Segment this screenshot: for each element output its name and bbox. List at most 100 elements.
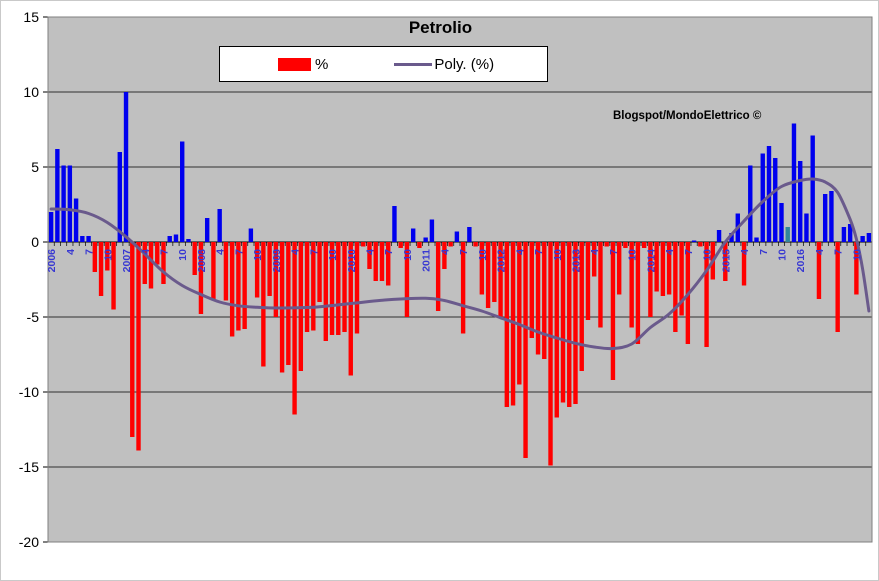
legend-item-percent: % [278, 56, 328, 73]
bar-2009-07 [311, 242, 316, 331]
chart-title: Petrolio [408, 18, 473, 37]
bar-2009-10 [329, 242, 335, 335]
bar-2013-10 [629, 242, 634, 328]
bar-2012-12 [567, 242, 572, 407]
x-tick-label: 2015 [720, 249, 732, 273]
bar-2014-12 [716, 230, 722, 242]
legend: % Poly. (%) [219, 46, 548, 82]
bar-2009-11 [336, 242, 341, 335]
y-tick-label: -20 [19, 534, 39, 550]
bar-2014-04 [666, 242, 672, 295]
bar-2010-02 [354, 242, 360, 334]
bar-2016-03 [810, 135, 815, 242]
x-tick-label: 7 [383, 249, 395, 255]
bar-2014-01 [648, 242, 653, 317]
bar-2010-08 [392, 206, 397, 242]
bar-2014-02 [654, 242, 659, 292]
bar-2013-03 [585, 242, 591, 320]
x-tick-label: 4 [664, 249, 676, 255]
bar-2009-12 [342, 242, 347, 332]
bar-2014-03 [660, 242, 666, 296]
bar-2008-06 [229, 242, 235, 337]
bar-2011-11 [485, 242, 491, 308]
bar-2013-05 [598, 242, 603, 328]
bar-2011-12 [492, 242, 497, 302]
x-tick-label: 4 [739, 249, 751, 255]
bar-2007-06 [155, 242, 160, 265]
x-tick-label: 4 [589, 249, 601, 255]
bar-2014-10 [704, 242, 709, 347]
bar-2006-03 [61, 165, 66, 242]
bar-2016-04 [816, 242, 822, 299]
bar-2006-07 [86, 236, 91, 242]
x-tick-label: 7 [683, 249, 695, 255]
bar-2009-04 [292, 242, 297, 415]
x-tick-label: 4 [814, 249, 826, 255]
bar-2012-01 [498, 242, 503, 317]
bar-2007-10 [180, 141, 185, 242]
bar-2010-06 [379, 242, 385, 281]
bar-2011-09 [473, 242, 478, 247]
x-tick-label: 7 [308, 249, 320, 255]
bar-2007-07 [161, 242, 166, 284]
bar-2008-09 [248, 228, 254, 242]
x-tick-label: 10 [402, 249, 414, 261]
bar-2007-11 [186, 239, 191, 242]
x-tick-label: 10 [702, 249, 714, 261]
bar-2015-09 [773, 158, 778, 242]
bar-2013-11 [635, 242, 641, 344]
legend-bar-label: % [315, 55, 329, 73]
x-tick-label: 7 [233, 249, 245, 255]
bar-2012-07 [535, 242, 541, 355]
bar-2015-10 [779, 203, 784, 242]
x-tick-label: 2010 [346, 249, 358, 273]
x-tick-label: 2012 [496, 249, 508, 273]
bar-2015-05 [748, 165, 753, 242]
bar-2016-02 [804, 213, 809, 242]
bar-2010-12 [417, 242, 422, 248]
bar-2006-11 [111, 242, 116, 310]
bar-2008-07 [236, 242, 241, 331]
bar-2008-12 [267, 242, 272, 296]
bar-2010-09 [398, 242, 403, 248]
x-tick-label: 7 [458, 249, 470, 255]
bar-2008-11 [261, 242, 266, 367]
x-tick-label: 10 [552, 249, 564, 261]
bar-2011-07 [460, 242, 466, 334]
bar-2016-07 [835, 242, 840, 332]
bar-2009-08 [317, 242, 322, 302]
x-tick-label: 2008 [196, 249, 208, 273]
bar-2016-12 [866, 233, 872, 242]
x-tick-label: 4 [215, 249, 227, 255]
bar-2008-10 [254, 242, 260, 298]
x-tick-label: 10 [477, 249, 489, 261]
x-tick-label: 10 [102, 249, 114, 261]
bar-2008-03 [211, 242, 216, 301]
bar-2011-05 [448, 242, 453, 247]
bar-2006-10 [105, 242, 110, 271]
bar-2016-09 [847, 224, 853, 242]
bar-2012-11 [560, 242, 566, 403]
watermark-text: Blogspot/MondoElettrico © [613, 110, 762, 122]
x-tick-label: 7 [608, 249, 620, 255]
bar-2016-10 [854, 242, 859, 295]
bar-2007-09 [173, 234, 179, 242]
x-tick-label: 10 [851, 249, 863, 261]
bar-2014-05 [673, 242, 678, 332]
bar-2013-09 [623, 242, 628, 248]
legend-line-label: Poly. (%) [434, 55, 495, 73]
bar-2007-03 [136, 242, 141, 451]
bar-2006-04 [67, 165, 73, 242]
x-tick-label: 7 [758, 249, 770, 255]
bar-2015-02 [729, 233, 734, 242]
bar-2010-05 [373, 242, 378, 281]
x-tick-label: 2006 [46, 249, 58, 273]
x-tick-label: 7 [533, 249, 545, 255]
bar-2007-05 [148, 242, 154, 289]
bar-2008-04 [217, 209, 222, 242]
bar-2006-12 [117, 152, 122, 242]
bar-2010-11 [410, 228, 416, 242]
bar-2012-08 [542, 242, 547, 359]
bar-2013-07 [610, 242, 616, 380]
x-tick-label: 7 [84, 249, 96, 255]
